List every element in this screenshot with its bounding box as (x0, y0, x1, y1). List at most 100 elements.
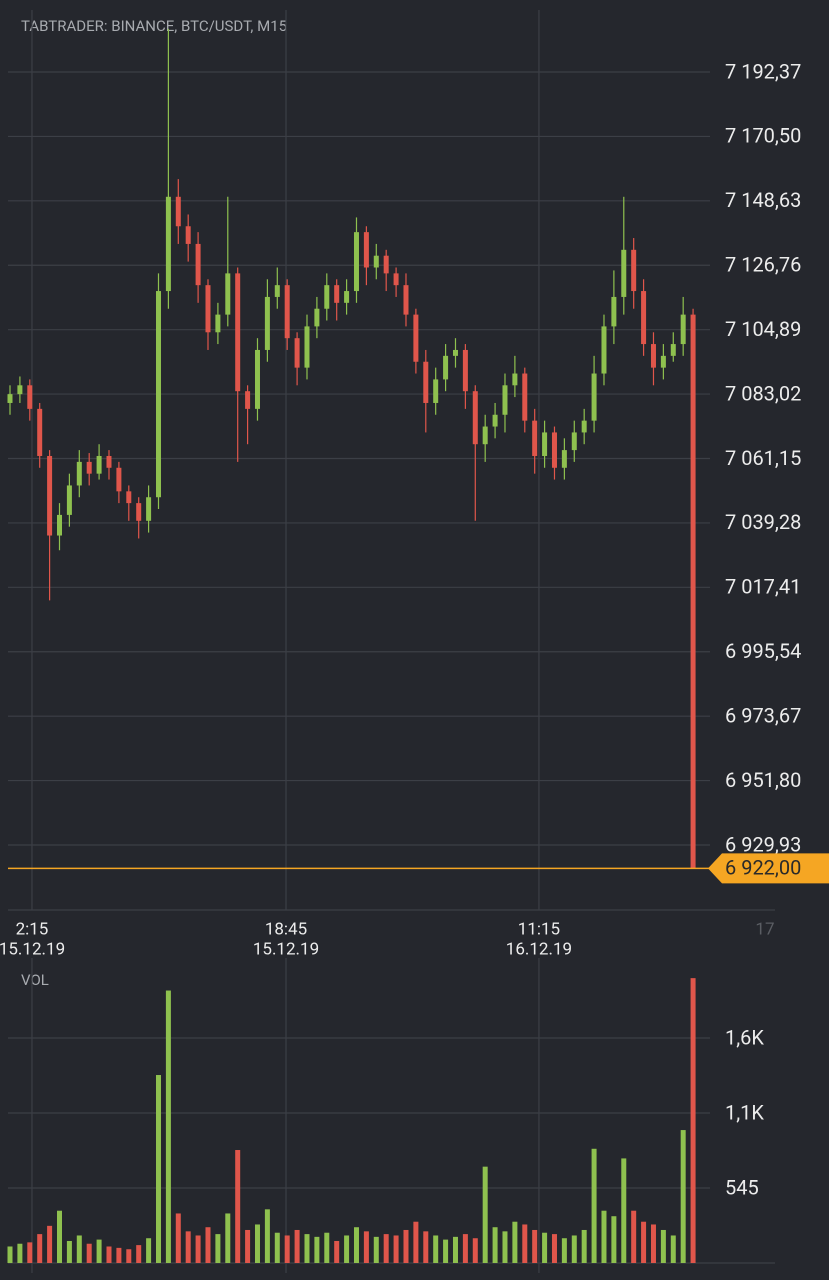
candle-body (205, 285, 211, 333)
candle-body (304, 326, 310, 368)
volume-bar (462, 1234, 468, 1263)
candle-body (27, 385, 33, 409)
last-price-label: 6 922,00 (725, 856, 801, 880)
volume-bar (670, 1235, 676, 1263)
candle-body (492, 414, 498, 427)
candle-body (363, 232, 369, 268)
volume-bar (136, 1245, 142, 1263)
volume-bar (86, 1243, 92, 1263)
volume-bar (324, 1232, 330, 1263)
x-tick-date: 16.12.19 (506, 939, 572, 959)
volume-bar (165, 990, 171, 1263)
candle-body (403, 285, 409, 315)
volume-bar (106, 1246, 112, 1263)
volume-bar (126, 1249, 132, 1263)
volume-bar (373, 1236, 379, 1263)
volume-bar (116, 1247, 122, 1263)
candle-body (66, 485, 72, 515)
candle-body (146, 497, 152, 521)
volume-bar (264, 1209, 270, 1263)
candle-body (413, 314, 419, 362)
y-tick-label: 7 017,41 (725, 575, 801, 599)
volume-bar (235, 1150, 241, 1263)
volume-bar (433, 1235, 439, 1263)
volume-bar (581, 1229, 587, 1263)
y-tick-label: 7 083,02 (725, 381, 801, 405)
candle-body (393, 273, 399, 286)
candle-body (294, 338, 300, 368)
volume-bar (76, 1235, 82, 1263)
volume-bar (452, 1236, 458, 1263)
candle-body (86, 461, 92, 474)
last-price-tag (708, 853, 829, 884)
volume-bar (37, 1234, 43, 1263)
candle-body (235, 273, 241, 392)
candle-body (284, 285, 290, 339)
candle-body (621, 249, 627, 297)
volume-bar (47, 1225, 53, 1263)
x-tick-label: 11:15 (518, 919, 560, 939)
y-tick-label: 6 929,93 (725, 832, 801, 856)
x-tick-date: 15.12.19 (253, 939, 319, 959)
volume-bar (423, 1231, 429, 1263)
candle-body (542, 432, 548, 456)
candle-body (165, 196, 171, 292)
volume-bar (353, 1227, 359, 1263)
x-tick-date: 15.12.19 (0, 939, 65, 959)
volume-bar (56, 1210, 62, 1263)
candle-body (522, 373, 528, 421)
candle-body (324, 285, 330, 309)
candle-body (452, 349, 458, 356)
candle-body (155, 291, 161, 498)
y-tick-label: 6 973,67 (725, 703, 801, 727)
volume-bar (155, 1075, 161, 1263)
volume-bar (611, 1216, 617, 1263)
candle-body (185, 226, 191, 244)
chart-title: TABTRADER: BINANCE, BTC/USDT, M15 (21, 17, 287, 35)
candle-body (641, 291, 647, 345)
volume-tick-label: 1,1K (725, 1100, 764, 1124)
candle-body (561, 450, 567, 468)
candle-body (353, 232, 359, 292)
candle-body (17, 385, 23, 395)
volume-bar (551, 1234, 557, 1263)
candle-body (37, 408, 43, 456)
volume-bar (641, 1221, 647, 1263)
volume-bar (66, 1240, 72, 1263)
volume-bar (225, 1213, 231, 1263)
candle-body (650, 344, 656, 368)
volume-bar (195, 1235, 201, 1263)
volume-bar (413, 1221, 419, 1263)
volume-bar (304, 1234, 310, 1263)
x-tick-label: 18:45 (265, 919, 307, 939)
candle-body (116, 467, 122, 492)
volume-bar (27, 1242, 33, 1263)
volume-bar (334, 1240, 340, 1263)
y-tick-label: 7 148,63 (725, 188, 801, 212)
candle-body (47, 455, 53, 536)
volume-bar (482, 1166, 488, 1263)
volume-bar (215, 1234, 221, 1263)
x-tick-label: 2:15 (16, 919, 49, 939)
candle-body (264, 296, 270, 350)
candle-body (472, 391, 478, 445)
y-tick-label: 7 170,50 (725, 124, 801, 148)
candle-body (254, 349, 260, 409)
candle-body (591, 373, 597, 421)
volume-bar (96, 1239, 102, 1263)
volume-bar (175, 1213, 181, 1263)
candle-body (195, 243, 201, 286)
candle-body (56, 514, 62, 536)
candle-body (532, 420, 538, 456)
volume-bar (591, 1148, 597, 1263)
volume-tick-label: 1,6K (725, 1025, 764, 1049)
candle-body (502, 385, 508, 415)
volume-bar (621, 1158, 627, 1263)
candle-body (690, 314, 696, 869)
volume-bar (403, 1229, 409, 1263)
volume-bar (650, 1224, 656, 1263)
candle-body (96, 455, 102, 474)
volume-bar (660, 1229, 666, 1263)
volume-bar (601, 1210, 607, 1263)
candle-body (551, 432, 557, 468)
